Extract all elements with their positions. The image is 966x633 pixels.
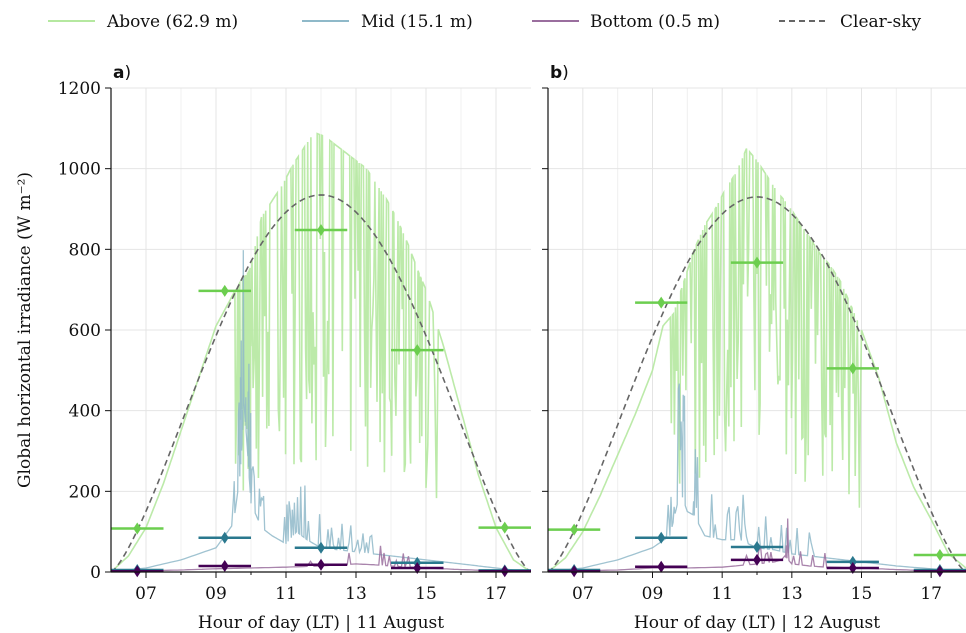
mean-bottom-marker	[753, 553, 761, 566]
x-tick-label: 17	[485, 584, 507, 604]
mean-mid-marker	[848, 555, 857, 568]
panel-a: 07 09 11 13 15 17 0 200 400 600 800 1000 1200 Hour of…	[58, 63, 531, 633]
x-tick-label: 09	[642, 584, 664, 604]
mean-mid-marker	[657, 531, 666, 544]
mean-bottom-marker	[317, 558, 325, 571]
y-tick-label: 200	[69, 482, 101, 502]
mean-bottom-marker	[570, 565, 579, 578]
series-clearsky-a	[111, 194, 531, 572]
y-axis-label: Global horizontal irradiance (W m⁻²)	[15, 172, 35, 488]
y-tick-label: 1200	[58, 79, 101, 99]
x-tick-label: 17	[920, 584, 942, 604]
mean-above-marker	[657, 296, 666, 309]
legend-label-bottom: Bottom (0.5 m)	[590, 12, 720, 32]
legend-entry-mid: Mid (15.1 m)	[302, 12, 473, 32]
series-mid-raw-a	[111, 250, 531, 572]
mean-bottom-marker	[500, 565, 509, 578]
x-axis-label-b: Hour of day (LT) | 12 August	[634, 613, 880, 633]
x-tick-label: 13	[781, 584, 803, 604]
legend: Above (62.9 m) Mid (15.1 m) Bottom (0.5 …	[48, 12, 922, 32]
grid-b	[548, 87, 966, 573]
y-tick-label: 600	[69, 321, 101, 341]
mean-mid-marker	[220, 531, 229, 544]
mean-above-marker	[935, 549, 944, 562]
mean-bottom-marker	[133, 565, 142, 578]
x-axis-label-a: Hour of day (LT) | 11 August	[198, 613, 444, 633]
legend-entry-above: Above (62.9 m)	[48, 12, 238, 32]
mean-bottom-marker	[413, 561, 422, 574]
mean-bottom-marker	[220, 559, 229, 572]
mean-above-marker	[413, 344, 422, 357]
panel-b: 07 09 11 13 15 17 Hour of day (LT) | 12 August…	[542, 63, 966, 633]
y-tick-label: 400	[69, 402, 101, 422]
y-tick-label: 0	[90, 563, 101, 583]
legend-entry-clearsky: Clear-sky	[779, 12, 922, 32]
x-tick-label: 13	[345, 584, 367, 604]
mean-mid-marker	[753, 540, 761, 553]
x-tick-label: 15	[851, 584, 873, 604]
mean-above-marker	[133, 522, 142, 535]
legend-label-clearsky: Clear-sky	[840, 12, 922, 32]
mean-above-marker	[220, 284, 229, 297]
mean-above-marker	[570, 523, 579, 536]
x-tick-label: 15	[415, 584, 437, 604]
y-tick-label: 1000	[58, 160, 101, 180]
legend-label-above: Above (62.9 m)	[106, 12, 238, 32]
mean-bottom-marker	[657, 560, 666, 573]
series-above-raw-b	[548, 148, 966, 572]
series-clearsky-b	[548, 196, 966, 572]
mean-above-marker	[317, 223, 325, 236]
mean-above-marker	[848, 362, 857, 375]
x-tick-label: 11	[275, 584, 297, 604]
mean-bottom-marker	[848, 561, 857, 574]
x-tick-label: 07	[572, 584, 594, 604]
x-tick-label: 11	[711, 584, 733, 604]
x-tick-label: 07	[135, 584, 157, 604]
series-above-raw-a	[111, 132, 531, 572]
panel-letter-a: a)	[113, 63, 131, 83]
mean-above-marker	[500, 521, 509, 534]
panel-letter-b: b)	[550, 63, 569, 83]
mean-mid-marker	[317, 541, 325, 554]
mean-bottom-marker	[935, 565, 944, 578]
mean-above-marker	[753, 256, 761, 269]
x-tick-label: 09	[205, 584, 227, 604]
legend-label-mid: Mid (15.1 m)	[361, 12, 473, 32]
legend-entry-bottom: Bottom (0.5 m)	[532, 12, 720, 32]
y-tick-label: 800	[69, 240, 101, 260]
